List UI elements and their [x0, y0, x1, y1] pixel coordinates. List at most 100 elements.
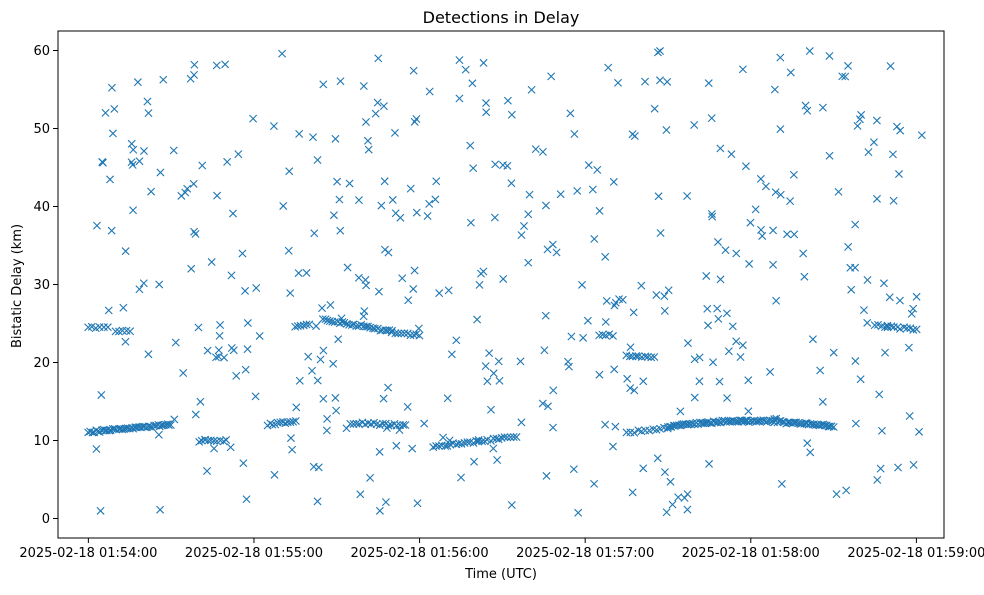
- data-point: [432, 177, 441, 186]
- data-point: [382, 424, 391, 433]
- data-point: [578, 280, 587, 289]
- data-point: [359, 312, 368, 321]
- data-point: [654, 192, 663, 201]
- data-point: [656, 229, 665, 237]
- data-point: [198, 161, 207, 170]
- data-point: [769, 260, 778, 269]
- data-point: [595, 370, 604, 379]
- data-point: [107, 226, 116, 235]
- data-point: [213, 191, 222, 200]
- data-point: [757, 225, 765, 234]
- data-point: [683, 505, 692, 514]
- data-point: [406, 184, 415, 193]
- y-tick-label: 40: [33, 200, 50, 215]
- data-point: [892, 122, 901, 131]
- data-point: [313, 156, 322, 165]
- data-point: [870, 321, 879, 330]
- data-point: [475, 280, 484, 289]
- data-point: [302, 320, 311, 329]
- data-point: [447, 350, 456, 359]
- data-point: [452, 336, 461, 345]
- data-point: [552, 248, 561, 257]
- data-point: [302, 268, 311, 277]
- data-point: [601, 317, 610, 326]
- data-point: [364, 145, 373, 154]
- data-point: [425, 199, 434, 208]
- data-point: [288, 445, 297, 454]
- data-point: [776, 125, 785, 134]
- data-point: [331, 134, 340, 143]
- data-point: [811, 420, 820, 429]
- data-point: [744, 407, 753, 416]
- data-point: [481, 362, 490, 371]
- data-point: [101, 108, 110, 117]
- y-tick-label: 0: [42, 512, 50, 527]
- data-point: [318, 304, 327, 313]
- data-point: [215, 331, 224, 340]
- y-tick-label: 60: [33, 44, 50, 59]
- data-point: [741, 162, 750, 171]
- data-point: [746, 218, 755, 227]
- data-point: [722, 309, 731, 318]
- data-point: [590, 234, 599, 243]
- data-point: [776, 53, 785, 62]
- data-point: [491, 160, 500, 169]
- data-point: [662, 126, 671, 135]
- data-point: [357, 320, 366, 329]
- data-point: [381, 498, 390, 507]
- data-point: [391, 329, 400, 338]
- data-point: [110, 104, 119, 113]
- data-point: [195, 437, 204, 446]
- data-point: [595, 206, 604, 215]
- y-axis-label: Bistatic Delay (km): [10, 224, 25, 348]
- data-point: [895, 296, 904, 305]
- data-point: [498, 161, 507, 170]
- data-point: [517, 231, 526, 240]
- data-point: [209, 436, 218, 445]
- data-point: [761, 182, 770, 191]
- data-point: [623, 374, 632, 383]
- data-point: [903, 324, 912, 333]
- data-point: [466, 218, 475, 227]
- data-point: [196, 397, 205, 406]
- data-point: [583, 316, 592, 325]
- data-point: [549, 423, 558, 432]
- data-point: [520, 222, 528, 231]
- data-point: [851, 419, 860, 428]
- data-point: [713, 304, 722, 313]
- data-point: [601, 420, 610, 429]
- data-point: [663, 77, 672, 86]
- data-point: [732, 249, 741, 258]
- data-point: [203, 467, 212, 476]
- data-point: [304, 352, 313, 361]
- data-point: [486, 405, 495, 414]
- data-point: [864, 148, 873, 157]
- data-point: [844, 61, 853, 70]
- data-point: [556, 190, 565, 199]
- data-point: [503, 433, 512, 442]
- data-point: [708, 212, 717, 221]
- data-point: [702, 271, 711, 280]
- data-point: [507, 110, 516, 119]
- data-point: [541, 201, 550, 210]
- data-point: [147, 187, 156, 196]
- data-point: [392, 441, 401, 450]
- data-point: [482, 99, 491, 108]
- data-point: [249, 114, 258, 123]
- data-point: [783, 230, 792, 239]
- data-point: [92, 445, 101, 453]
- data-point: [626, 343, 635, 352]
- data-point: [340, 318, 349, 327]
- data-point: [564, 357, 573, 366]
- data-point: [590, 479, 599, 488]
- data-point: [379, 102, 388, 111]
- data-point: [786, 68, 795, 77]
- data-point: [579, 333, 588, 342]
- data-point: [474, 437, 483, 446]
- data-point: [409, 66, 418, 75]
- data-point: [96, 506, 105, 515]
- data-point: [744, 376, 753, 385]
- data-point: [766, 367, 775, 376]
- data-point: [439, 433, 448, 442]
